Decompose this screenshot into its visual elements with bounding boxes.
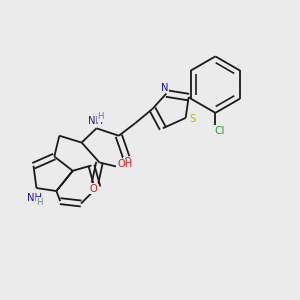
Text: S: S [189, 114, 195, 124]
Text: N: N [161, 82, 169, 93]
Text: NH: NH [27, 193, 42, 202]
Text: NH: NH [88, 116, 103, 126]
Text: Cl: Cl [214, 126, 225, 136]
Text: O: O [90, 184, 98, 194]
Text: OH: OH [117, 159, 132, 169]
Text: H: H [97, 112, 103, 121]
Text: O: O [123, 158, 131, 167]
Text: H: H [36, 198, 43, 207]
